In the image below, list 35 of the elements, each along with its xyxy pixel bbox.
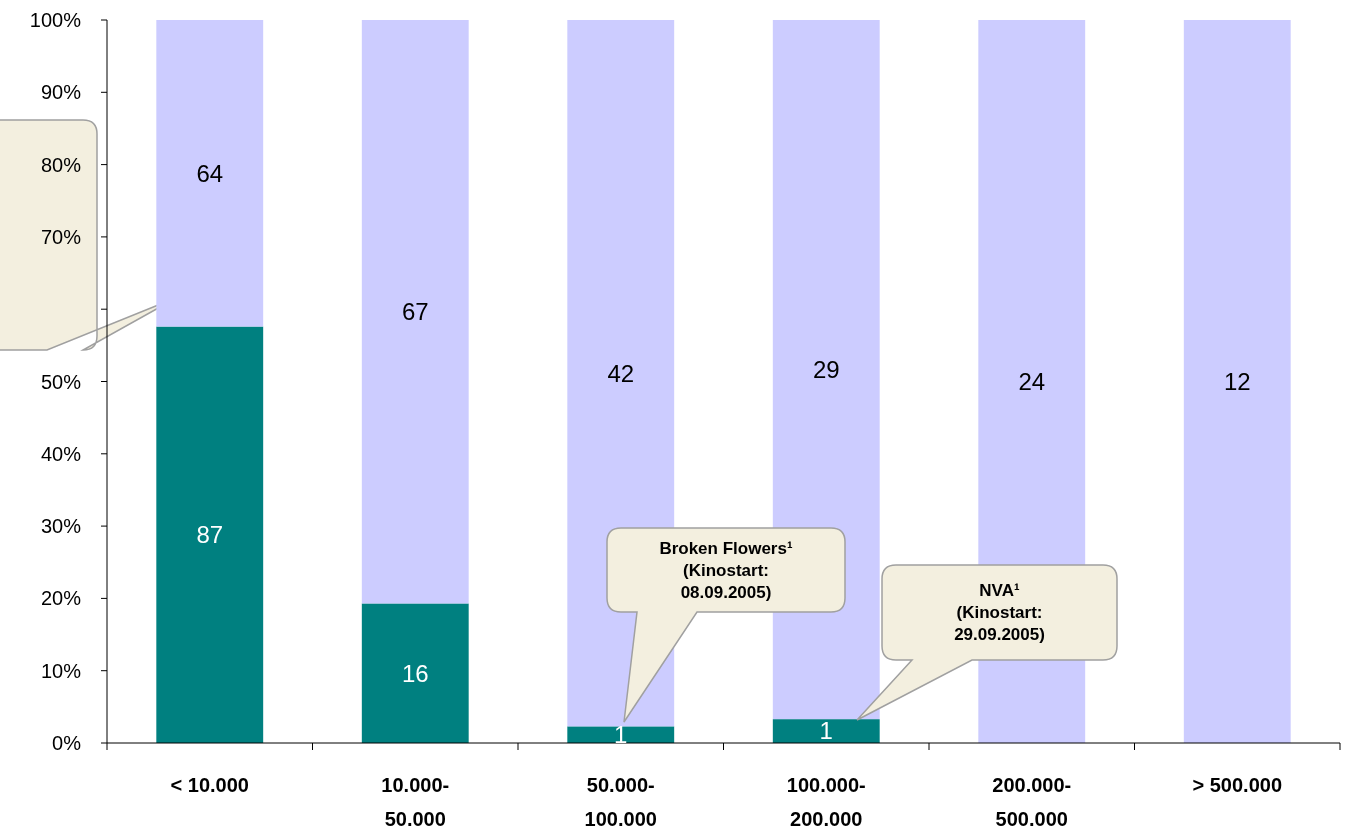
annotation: NVA¹ (Kinostart: 29.09.2005) bbox=[954, 581, 1045, 645]
annotation: 24 bbox=[1018, 367, 1046, 395]
annotation: 12 bbox=[1223, 367, 1251, 395]
y-tick-label: 10% bbox=[40, 659, 82, 682]
bar bbox=[567, 726, 675, 743]
bar bbox=[156, 326, 264, 743]
x-tick-label: 10.000- 50.000 bbox=[381, 774, 450, 830]
annotation: Broken Flowers¹ (Kinostart: 08.09.2005) bbox=[659, 538, 793, 602]
speech-bubble: NVA¹ (Kinostart: 29.09.2005) bbox=[856, 564, 1118, 721]
annotation: 87 bbox=[196, 521, 224, 549]
bar bbox=[772, 719, 880, 743]
y-tick-label: 0% bbox=[52, 732, 82, 754]
y-tick-label: 20% bbox=[40, 587, 82, 610]
x-tick-label: < 10.000 bbox=[170, 774, 249, 796]
annotation: 29 bbox=[812, 355, 840, 383]
annotation: 42 bbox=[607, 359, 635, 387]
y-tick-label: 50% bbox=[40, 370, 82, 393]
speech-bubble: Broken Flowers¹ (Kinostart: 08.09.2005) bbox=[606, 527, 846, 723]
y-tick-label: 90% bbox=[40, 81, 82, 104]
bar bbox=[361, 20, 469, 604]
bar bbox=[361, 603, 469, 743]
x-tick-label: 50.000- 100.000 bbox=[584, 774, 657, 830]
y-tick-label: 30% bbox=[40, 515, 82, 538]
x-tick-label: 100.000- 200.000 bbox=[786, 774, 866, 830]
y-tick-label: 40% bbox=[40, 442, 82, 465]
annotation: 1 bbox=[614, 721, 628, 749]
bar bbox=[1183, 20, 1291, 743]
y-tick-label: 100% bbox=[29, 9, 82, 31]
x-tick-label: 200.000- 500.000 bbox=[992, 774, 1072, 830]
annotation: 16 bbox=[401, 659, 429, 687]
x-tick-label: > 500.000 bbox=[1192, 774, 1283, 796]
annotation: 67 bbox=[401, 298, 429, 326]
y-tick-label: 70% bbox=[40, 225, 82, 248]
y-tick-label: 80% bbox=[40, 153, 82, 176]
annotation: 64 bbox=[196, 159, 224, 187]
